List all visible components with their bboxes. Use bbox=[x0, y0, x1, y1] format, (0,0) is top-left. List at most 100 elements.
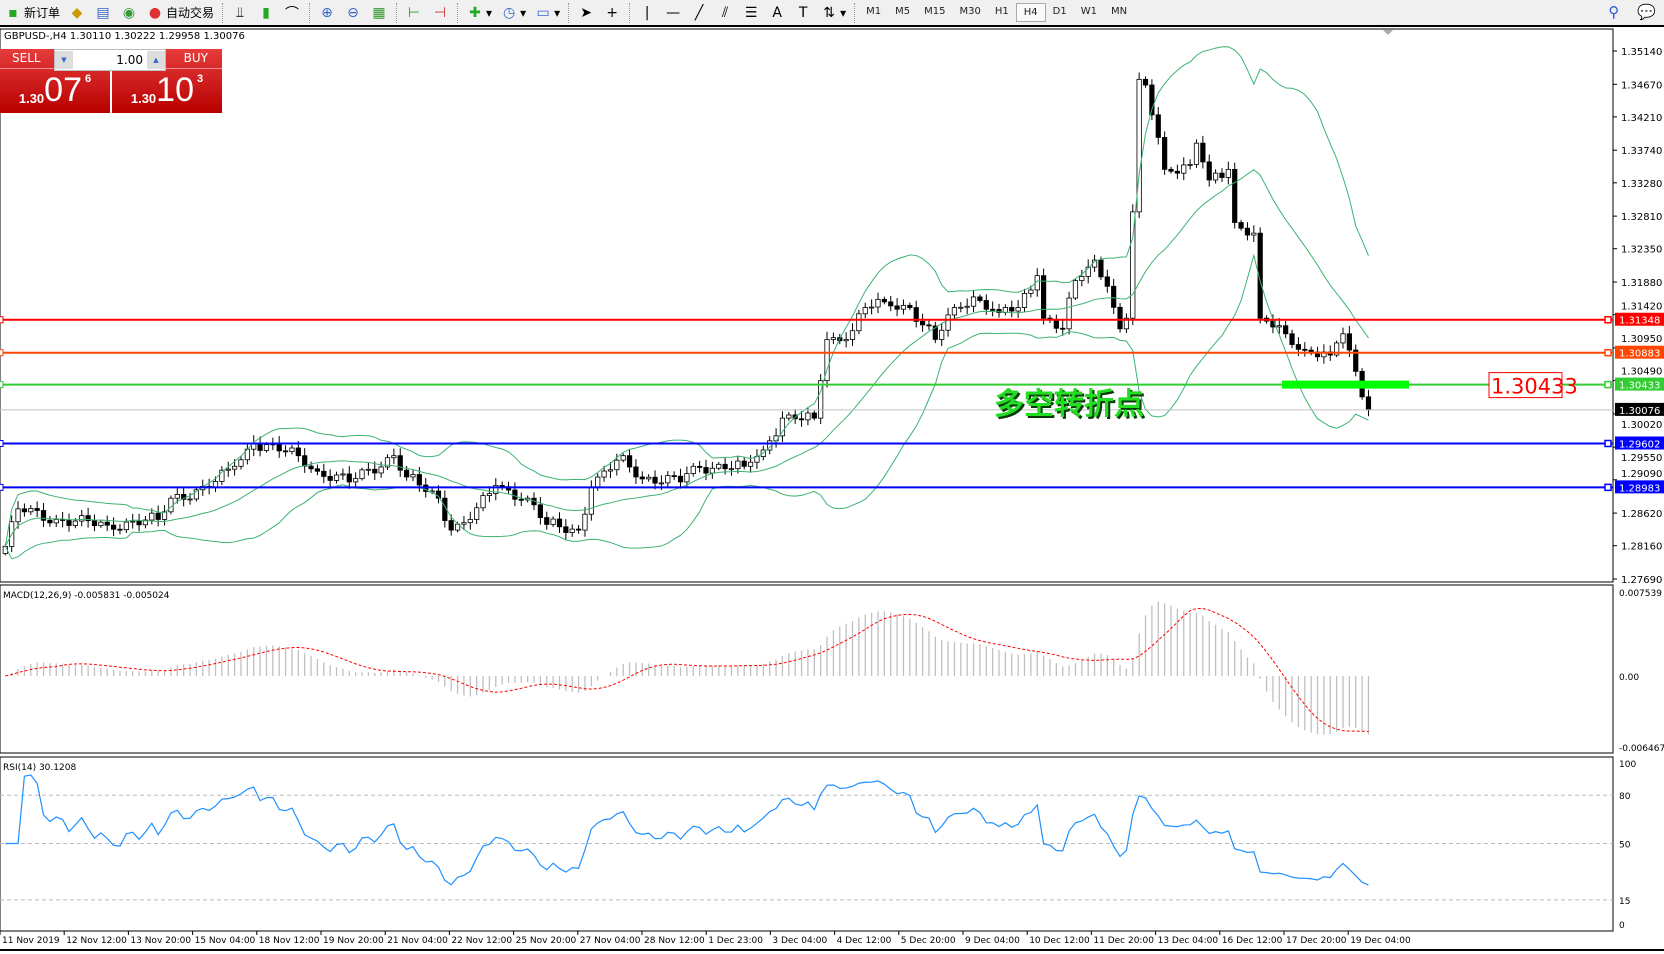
vertical-line-button[interactable]: | bbox=[634, 1, 660, 24]
line-handle bbox=[1604, 483, 1612, 492]
candle-bull bbox=[79, 515, 85, 522]
lot-size-stepper[interactable]: ▼ 1.00 ▲ bbox=[54, 49, 166, 71]
chat-icon[interactable]: 💬 bbox=[1637, 3, 1656, 21]
current-price-tag bbox=[1615, 402, 1664, 416]
auto-scroll-button[interactable]: ⊢ bbox=[401, 1, 427, 24]
zoom-in-button[interactable]: ⊕ bbox=[314, 1, 340, 24]
templates-button[interactable]: ▭ ▾ bbox=[530, 1, 564, 24]
search-icon[interactable]: ⚲ bbox=[1608, 3, 1620, 21]
candle-bear bbox=[181, 493, 187, 500]
candle-bear bbox=[110, 524, 117, 530]
trendline-button[interactable]: ╱ bbox=[686, 1, 712, 24]
line-chart-button[interactable]: ⌒ bbox=[279, 1, 305, 24]
equidistant-channel-button[interactable]: ⫽ bbox=[712, 1, 738, 24]
signals-button[interactable]: ◉ bbox=[116, 1, 142, 24]
candle-bull bbox=[843, 339, 849, 342]
separator bbox=[309, 2, 311, 23]
candle-bull bbox=[270, 443, 276, 446]
candlestick-button[interactable]: ▮ bbox=[253, 1, 279, 24]
chart-shift-button[interactable]: ⊣ bbox=[427, 1, 453, 24]
timeframe-h1[interactable]: H1 bbox=[994, 6, 1009, 17]
timeframe-m1[interactable]: M1 bbox=[866, 6, 882, 17]
candle-bull bbox=[1091, 259, 1098, 268]
toolbar: ▪ 新订单 ◆ ▤ ◉ ● 自动交易 ⫫ ▮ ⌒ ⊕ ⊖ ▦ ⊢ ⊣ ✚ ▾ ◷ ▾ ▭… bbox=[0, 0, 1664, 27]
candle-bear bbox=[1359, 370, 1365, 398]
candle-bull bbox=[1136, 78, 1142, 213]
candle-bear bbox=[1162, 137, 1168, 170]
cursor-button[interactable]: ➤ bbox=[573, 1, 599, 24]
candle-bear bbox=[798, 418, 805, 421]
horizontal-line-button[interactable]: — bbox=[660, 1, 686, 24]
arrows-button[interactable]: ⇅ ▾ bbox=[816, 1, 850, 24]
candle-bear bbox=[1053, 319, 1059, 329]
timeframe-bar: M1 M5 M15 M30 H1 H4 D1 W1 MN bbox=[859, 3, 1134, 22]
candle-bull bbox=[595, 476, 601, 488]
candle-bear bbox=[1142, 78, 1149, 86]
separator bbox=[629, 2, 631, 23]
candle-bull bbox=[1034, 275, 1040, 291]
candle-bull bbox=[1276, 325, 1282, 328]
macd-axis-label: -0.006467 bbox=[1619, 744, 1664, 754]
crosshair-button[interactable]: + bbox=[599, 1, 625, 24]
decrease-lot-icon[interactable]: ▼ bbox=[55, 51, 73, 69]
candle-bull bbox=[225, 468, 231, 471]
timeframe-d1[interactable]: D1 bbox=[1052, 6, 1067, 17]
candle-bull bbox=[958, 306, 964, 309]
time-axis-label: 27 Nov 04:00 bbox=[580, 936, 641, 946]
terminal-button[interactable]: ▤ bbox=[90, 1, 116, 24]
timeframe-mn[interactable]: MN bbox=[1110, 6, 1128, 17]
candle-bear bbox=[1270, 320, 1276, 328]
timeframe-h4[interactable]: H4 bbox=[1015, 3, 1046, 22]
indicators-button[interactable]: ✚ ▾ bbox=[462, 1, 496, 24]
text-label-button[interactable]: T bbox=[790, 1, 816, 24]
crosshair-icon: + bbox=[606, 4, 618, 21]
time-axis-label: 25 Nov 20:00 bbox=[516, 936, 577, 946]
candle-bull bbox=[391, 455, 397, 459]
candle-bear bbox=[416, 474, 422, 486]
zoom-out-button[interactable]: ⊖ bbox=[340, 1, 366, 24]
auto-trading-button[interactable]: ● 自动交易 bbox=[142, 1, 218, 24]
candle-bull bbox=[1340, 333, 1346, 344]
tile-windows-button[interactable]: ▦ bbox=[366, 1, 392, 24]
timeframe-w1[interactable]: W1 bbox=[1080, 6, 1097, 17]
candle-bear bbox=[1257, 232, 1263, 319]
new-order-button[interactable]: ▪ 新订单 bbox=[0, 1, 64, 24]
time-axis-label: 11 Nov 2019 bbox=[2, 936, 60, 946]
timeframe-m30[interactable]: M30 bbox=[959, 6, 981, 17]
increase-lot-icon[interactable]: ▲ bbox=[147, 51, 165, 69]
rsi-axis-label: 15 bbox=[1619, 897, 1630, 907]
vertical-line-icon: | bbox=[644, 4, 650, 21]
candle-bear bbox=[1232, 168, 1238, 223]
candle-bear bbox=[1308, 349, 1314, 353]
lot-size-input[interactable]: 1.00 bbox=[116, 53, 143, 67]
candle-bear bbox=[155, 512, 161, 520]
price-axis-label: 1.28160 bbox=[1621, 542, 1662, 553]
candle-bull bbox=[614, 459, 620, 471]
periods-button[interactable]: ◷ ▾ bbox=[496, 1, 530, 24]
price-label-text: 1.30433 bbox=[1491, 375, 1578, 399]
candle-bull bbox=[467, 519, 473, 524]
candle-bear bbox=[1295, 344, 1302, 350]
candle-bear bbox=[1302, 348, 1308, 351]
text-button[interactable]: A bbox=[764, 1, 790, 24]
support-zone-bar bbox=[1282, 380, 1409, 389]
candle-bear bbox=[442, 497, 448, 521]
candle-bull bbox=[1187, 163, 1193, 166]
separator bbox=[568, 2, 570, 23]
candle-bear bbox=[499, 485, 505, 488]
time-axis-label: 13 Nov 20:00 bbox=[130, 936, 191, 946]
candle-bear bbox=[1149, 84, 1155, 116]
bar-chart-button[interactable]: ⫫ bbox=[227, 1, 253, 24]
time-axis-label: 9 Dec 04:00 bbox=[965, 936, 1020, 946]
signal-icon: ◉ bbox=[122, 4, 136, 21]
candle-bull bbox=[461, 522, 467, 525]
timeframe-m15[interactable]: M15 bbox=[924, 6, 946, 17]
candle-bull bbox=[525, 497, 531, 501]
candle-bear bbox=[346, 473, 352, 483]
fibonacci-button[interactable]: ☰ bbox=[738, 1, 764, 24]
rsi-panel bbox=[0, 756, 1614, 932]
time-axis-label: 17 Dec 20:00 bbox=[1286, 936, 1347, 946]
navigator-button[interactable]: ◆ bbox=[64, 1, 90, 24]
timeframe-m5[interactable]: M5 bbox=[895, 6, 911, 17]
